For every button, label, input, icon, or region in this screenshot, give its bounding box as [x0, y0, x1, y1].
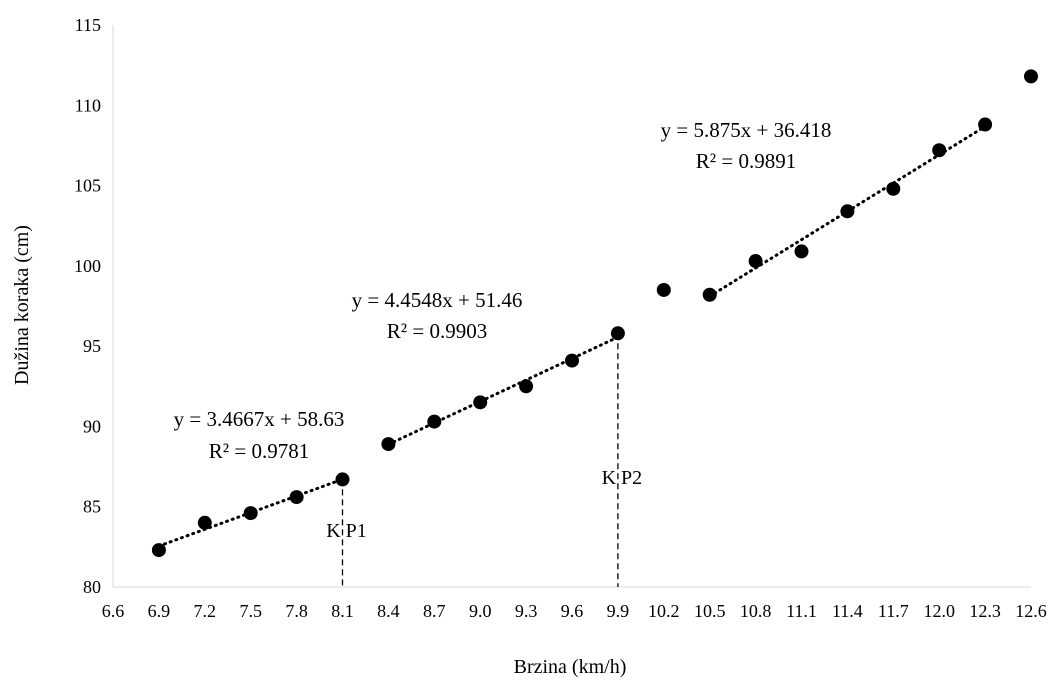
data-point — [978, 117, 993, 132]
x-tick-labels: 6.6 6.9 7.2 7.5 7.8 8.1 8.4 8.7 9.0 9.3 9.6 9.9 10.2… — [102, 601, 1047, 621]
data-point — [151, 543, 166, 558]
trendline — [386, 335, 620, 446]
y-tick-label: 85 — [83, 497, 101, 517]
data-point — [656, 282, 671, 297]
y-tick-label: 95 — [83, 336, 101, 356]
data-point — [565, 353, 579, 368]
data-point — [748, 254, 763, 269]
y-tick-labels: 80 85 90 95 100 105 110 115 — [74, 15, 101, 597]
x-tick-label: 6.9 — [148, 601, 171, 621]
x-tick-label: 10.8 — [740, 601, 772, 621]
x-tick-label: 8.7 — [423, 601, 446, 621]
x-tick-label: 12.6 — [1015, 601, 1047, 621]
x-tick-label: 11.1 — [786, 601, 817, 621]
x-tick-label: 8.4 — [377, 601, 400, 621]
threshold-label: K P2 — [602, 467, 643, 489]
data-point — [932, 143, 947, 158]
x-tick-label: 8.1 — [331, 601, 354, 621]
trendline-r2: R² = 0.9781 — [209, 439, 309, 463]
data-points — [151, 69, 1038, 558]
x-tick-label: 9.3 — [515, 601, 538, 621]
x-tick-label: 11.4 — [832, 601, 863, 621]
data-point — [702, 287, 717, 302]
y-tick-label: 100 — [74, 256, 101, 276]
trendline-equations: y = 3.4667x + 58.63 R² = 0.9781 y = 4.4548… — [174, 118, 832, 463]
data-point — [1024, 69, 1038, 84]
data-point — [381, 437, 396, 452]
y-tick-label: 115 — [75, 15, 101, 35]
data-point — [473, 395, 488, 410]
data-point — [243, 506, 258, 521]
data-point — [335, 472, 350, 487]
x-tick-label: 7.8 — [285, 601, 308, 621]
x-tick-label: 9.0 — [469, 601, 492, 621]
x-tick-label: 7.5 — [239, 601, 262, 621]
x-tick-label: 9.9 — [607, 601, 630, 621]
y-tick-label: 110 — [75, 95, 101, 115]
x-tick-label: 12.0 — [923, 601, 955, 621]
y-axis-title: Dužina koraka (cm) — [11, 225, 33, 385]
y-tick-label: 105 — [74, 176, 101, 196]
y-tick-label: 80 — [83, 577, 101, 597]
data-point — [886, 181, 901, 196]
trendline-equation: y = 4.4548x + 51.46 — [352, 288, 523, 312]
y-tick-label: 90 — [83, 416, 101, 436]
x-tick-label: 10.5 — [694, 601, 726, 621]
x-tick-label: 10.2 — [648, 601, 680, 621]
data-point — [610, 326, 625, 341]
trendline-r2: R² = 0.9903 — [387, 319, 487, 343]
trendline-equation: y = 3.4667x + 58.63 — [174, 407, 345, 431]
axes — [112, 25, 1031, 588]
data-point — [840, 204, 855, 219]
trendline-r2: R² = 0.9891 — [696, 149, 796, 173]
data-point — [519, 379, 534, 394]
x-tick-label: 6.6 — [102, 601, 125, 621]
x-tick-label: 12.3 — [969, 601, 1001, 621]
trendlines — [157, 124, 987, 548]
data-point — [289, 490, 304, 505]
x-axis-title: Brzina (km/h) — [514, 656, 627, 678]
threshold-label: K P1 — [326, 520, 367, 542]
trendline-equation: y = 5.875x + 36.418 — [661, 118, 832, 142]
x-tick-label: 7.2 — [194, 601, 217, 621]
data-point — [427, 414, 442, 429]
data-point — [794, 244, 809, 259]
data-point — [197, 515, 212, 530]
x-tick-label: 9.6 — [561, 601, 584, 621]
threshold-markers: K P1 K P2 — [326, 333, 642, 587]
x-tick-label: 11.7 — [878, 601, 909, 621]
